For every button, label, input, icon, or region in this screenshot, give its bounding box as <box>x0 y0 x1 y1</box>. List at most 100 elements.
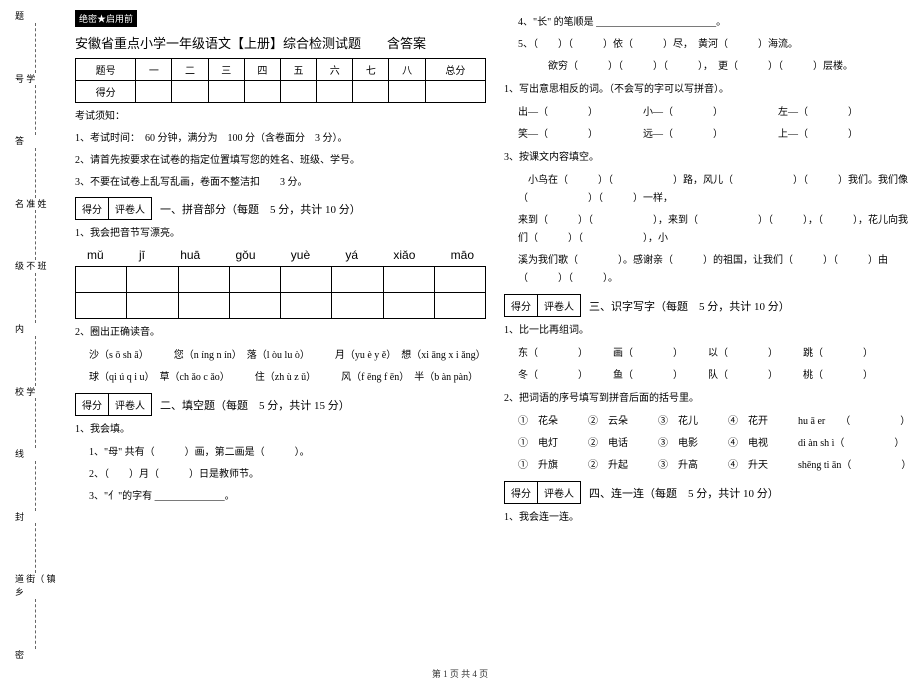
match-line: ① 电灯 ② 电话 ③ 电影 ④ 电视 di àn sh ì（ ） <box>518 435 915 453</box>
pinyin-row: mǔ jī huā gǒu yuè yá xiǎo māo <box>75 248 486 262</box>
th: 三 <box>208 59 244 81</box>
score-header-row: 题号 一 二 三 四 五 六 七 八 总分 <box>76 59 486 81</box>
side-dash <box>35 148 60 198</box>
side-dash <box>35 210 60 260</box>
td <box>280 81 316 103</box>
side-lbl: 内 <box>15 323 24 336</box>
zuci-line: 冬（ ） 鱼（ ） 队（ ） 桃（ ） <box>518 367 915 385</box>
td <box>136 81 172 103</box>
side-lbl: 答 <box>15 135 24 148</box>
r5: 5、（ ）（ ）依（ ）尽， 黄河（ ）海流。 <box>518 36 915 54</box>
side-lbl: 号 学 <box>15 73 35 86</box>
q2-line: 沙（s ō sh ā） 您（n íng n ín） 落（l òu lu ò） 月… <box>89 347 486 365</box>
pinyin: huā <box>180 248 200 262</box>
fill-item: 3、"亻"的字有 ______________。 <box>89 488 486 506</box>
side-dash <box>35 273 60 323</box>
left-column: 绝密★启用前 安徽省重点小学一年级语文【上册】综合检测试题 含答案 题号 一 二… <box>75 10 486 532</box>
pinyin: yá <box>345 248 358 262</box>
side-lbl: 道 街（ 镇 乡 <box>15 573 60 598</box>
notice-heading: 考试须知： <box>75 109 486 125</box>
opp-line: 出—（ ） 小—（ ） 左—（ ） <box>518 104 915 122</box>
th: 四 <box>244 59 280 81</box>
th: 八 <box>389 59 425 81</box>
fill-item: 1、"母" 共有（ ）画，第二画是（ ）。 <box>89 444 486 462</box>
td <box>389 81 425 103</box>
side-lbl: 密 <box>15 649 24 662</box>
score-box-l: 得分 <box>504 294 537 317</box>
side-dash <box>35 398 60 448</box>
lian-prompt: 1、我会连一连。 <box>504 510 915 526</box>
section-2-header: 得分 评卷人 二、填空题（每题 5 分，共计 15 分） <box>75 393 486 416</box>
section-4-header: 得分 评卷人 四、连一连（每题 5 分，共计 10 分） <box>504 481 915 504</box>
text-line: 来到（ ）（ ），来到（ ）（ ），（ ），花儿向我们（ ）（ ），小 <box>518 212 915 248</box>
q2-prompt: 2、圈出正确读音。 <box>75 325 486 341</box>
pinyin: yuè <box>291 248 310 262</box>
score-value-row: 得分 <box>76 81 486 103</box>
text-line: 小鸟在（ ）（ ）路，风儿（ ）（ ）我们。我们像（ ）（ ）一样， <box>518 172 915 208</box>
fill-item: 2、（ ）月（ ）日是教师节。 <box>89 466 486 484</box>
side-dash <box>35 461 60 511</box>
opposites-title: 1、写出意思相反的词。（不会写的字可以写拼音）。 <box>504 82 915 98</box>
pinyin: jī <box>139 248 145 262</box>
side-dash <box>35 23 60 73</box>
q2-line: 球（qi ú q i u） 草（ch ǎo c ǎo） 住（zh ù z ǔ） … <box>89 369 486 387</box>
side-dash <box>35 523 60 573</box>
td: 得分 <box>76 81 136 103</box>
side-dash <box>35 85 60 135</box>
section-3-header: 得分 评卷人 三、识字写字（每题 5 分，共计 10 分） <box>504 294 915 317</box>
pinyin: māo <box>451 248 474 262</box>
match-line: ① 升旗 ② 升起 ③ 升高 ④ 升天 shēng ti ān（ ） <box>518 457 915 475</box>
score-box-r: 评卷人 <box>537 294 581 317</box>
td <box>172 81 208 103</box>
score-box-r: 评卷人 <box>537 481 581 504</box>
pinyin: xiǎo <box>393 248 415 262</box>
score-box: 得分 评卷人 <box>504 294 581 317</box>
side-dash <box>35 336 60 386</box>
pinyin: gǒu <box>236 248 256 262</box>
section-title: 三、识字写字（每题 5 分，共计 10 分） <box>589 298 790 314</box>
section-title: 一、拼音部分（每题 5 分，共计 10 分） <box>160 201 361 217</box>
match-line: ① 花朵 ② 云朵 ③ 花儿 ④ 花开 hu ā er （ ） <box>518 413 915 431</box>
section-title: 二、填空题（每题 5 分，共计 15 分） <box>160 397 350 413</box>
score-box-r: 评卷人 <box>108 197 152 220</box>
r4: 4、"长" 的笔顺是 ________________________。 <box>518 14 915 32</box>
zuci-title: 1、比一比再组词。 <box>504 323 915 339</box>
score-box: 得分 评卷人 <box>504 481 581 504</box>
th: 一 <box>136 59 172 81</box>
page-footer: 第 1 页 共 4 页 <box>0 667 920 680</box>
td <box>353 81 389 103</box>
td <box>244 81 280 103</box>
fill-prompt: 1、我会填。 <box>75 422 486 438</box>
side-lbl: 线 <box>15 448 24 461</box>
side-lbl: 题 <box>15 10 24 23</box>
score-box-l: 得分 <box>504 481 537 504</box>
score-box-r: 评卷人 <box>108 393 152 416</box>
th: 五 <box>280 59 316 81</box>
opp-line: 笑—（ ） 远—（ ） 上—（ ） <box>518 126 915 144</box>
r5b: 欲穷（ ）（ ）（ ）， 更（ ）（ ）层楼。 <box>518 58 915 76</box>
th: 七 <box>353 59 389 81</box>
secret-badge: 绝密★启用前 <box>75 10 137 27</box>
score-box-l: 得分 <box>75 197 108 220</box>
td <box>317 81 353 103</box>
side-dash <box>35 599 60 649</box>
notice-item: 1、考试时间： 60 分钟，满分为 100 分（含卷面分 3 分）。 <box>75 131 486 147</box>
textfill-title: 3、按课文内容填空。 <box>504 150 915 166</box>
match-title: 2、把词语的序号填写到拼音后面的括号里。 <box>504 391 915 407</box>
zuci-line: 东（ ） 画（ ） 以（ ） 跳（ ） <box>518 345 915 363</box>
right-column: 4、"长" 的笔顺是 ________________________。 5、（… <box>504 10 915 532</box>
th: 总分 <box>425 59 485 81</box>
exam-title: 安徽省重点小学一年级语文【上册】综合检测试题 含答案 <box>75 33 486 52</box>
section-1-header: 得分 评卷人 一、拼音部分（每题 5 分，共计 10 分） <box>75 197 486 220</box>
side-lbl: 级 不 班 <box>15 260 47 273</box>
section-title: 四、连一连（每题 5 分，共计 10 分） <box>589 485 779 501</box>
page-content: 绝密★启用前 安徽省重点小学一年级语文【上册】综合检测试题 含答案 题号 一 二… <box>75 10 915 532</box>
score-box: 得分 评卷人 <box>75 197 152 220</box>
text-line: 溪为我们歌（ ）。感谢亲（ ）的祖国，让我们（ ）（ ）由（ ）（ ）。 <box>518 252 915 288</box>
side-lbl: 封 <box>15 511 24 524</box>
td <box>208 81 244 103</box>
notice-item: 2、请首先按要求在试卷的指定位置填写您的姓名、班级、学号。 <box>75 153 486 169</box>
side-lbl: 名 准 姓 <box>15 198 47 211</box>
binding-margin: 题 号 学 答 名 准 姓 级 不 班 内 校 学 线 封 道 街（ 镇 乡 密 <box>15 10 60 670</box>
notice-item: 3、不要在试卷上乱写乱画，卷面不整洁扣 3 分。 <box>75 175 486 191</box>
